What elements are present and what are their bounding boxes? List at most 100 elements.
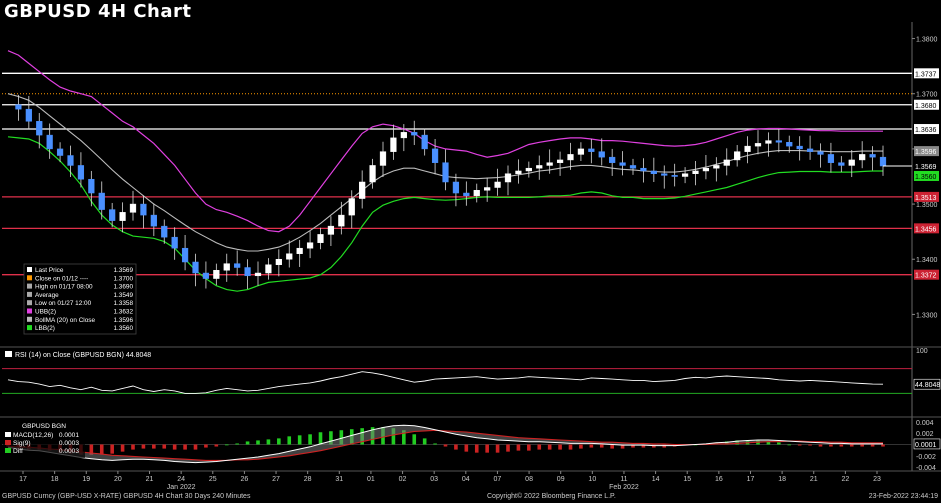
price-tick-label: 1.3500 bbox=[916, 202, 938, 209]
macd-legend-value: 0.0003 bbox=[59, 448, 80, 455]
macd-tick-label: -0.002 bbox=[916, 454, 936, 461]
bollma-axis-label-bg bbox=[914, 146, 939, 157]
ubb-swatch-icon bbox=[27, 308, 32, 314]
x-tick-label: 21 bbox=[810, 476, 818, 483]
candle-body bbox=[775, 140, 782, 143]
candle-body bbox=[286, 253, 293, 260]
candle-body bbox=[36, 121, 43, 136]
level-label: 1.3636 bbox=[915, 127, 937, 134]
rsi-value-label: 44.8048 bbox=[915, 382, 940, 389]
price-tick-label: 1.3800 bbox=[916, 37, 938, 44]
candle-body bbox=[244, 267, 251, 277]
macd-diff-bar bbox=[777, 442, 781, 445]
macd-diff-bar bbox=[589, 444, 594, 448]
macd-diff-bar bbox=[266, 439, 271, 445]
x-tick-label: 07 bbox=[494, 476, 502, 483]
macd-diff-bar bbox=[620, 444, 625, 449]
candle-body bbox=[254, 272, 262, 277]
macd-diff-bar bbox=[485, 444, 489, 453]
macd-diff-bar bbox=[506, 444, 510, 452]
macd-diff-bar bbox=[433, 443, 437, 445]
macd-legend-value: 0.0001 bbox=[59, 432, 80, 439]
candle-body bbox=[619, 162, 626, 166]
candle-body bbox=[598, 151, 605, 158]
legend-label: BollMA (20) on Close bbox=[35, 317, 95, 324]
chart-title: GBPUSD 4H Chart bbox=[4, 1, 192, 22]
footer-source: GBPUSD Curncy (GBP-USD X-RATE) GBPUSD 4H… bbox=[2, 493, 251, 500]
macd-diff-bar bbox=[568, 444, 573, 450]
x-tick-label: 17 bbox=[19, 476, 27, 483]
upper-bollinger-line bbox=[7, 50, 883, 233]
macd-diff-bar bbox=[204, 444, 208, 448]
x-tick-label: 17 bbox=[747, 476, 755, 483]
legend-label: LBB(2) bbox=[35, 325, 55, 332]
candle-body bbox=[827, 154, 835, 163]
candle-body bbox=[400, 132, 407, 139]
macd-legend-swatch-icon bbox=[5, 440, 11, 445]
macd-diff-bar bbox=[579, 444, 583, 449]
candle-body bbox=[327, 225, 335, 235]
macd-line bbox=[7, 424, 883, 464]
macd-diff-bar bbox=[183, 444, 187, 450]
legend-value: 1.3700 bbox=[113, 275, 133, 282]
candle-body bbox=[161, 225, 168, 238]
x-tick-label: 28 bbox=[304, 476, 312, 483]
lbb-axis-label-bg bbox=[914, 170, 939, 181]
candle-body bbox=[369, 165, 376, 183]
chart-canvas: 1.38001.37001.36001.35001.34001.33001.37… bbox=[0, 22, 941, 491]
legend-value: 1.3690 bbox=[113, 284, 133, 291]
legend-label: Average bbox=[35, 292, 59, 299]
macd-tick-label: 0.004 bbox=[916, 420, 934, 427]
macd-diff-bar bbox=[558, 444, 562, 450]
macd-legend-title: GBPUSD BGN bbox=[22, 423, 66, 430]
candle-body bbox=[588, 148, 595, 152]
candle-body bbox=[317, 234, 324, 243]
macd-diff-bar bbox=[787, 444, 792, 446]
x-tick-label: 15 bbox=[683, 476, 691, 483]
macd-diff-bar bbox=[527, 444, 531, 451]
macd-diff-bar bbox=[318, 432, 323, 445]
candle-body bbox=[484, 187, 491, 191]
macd-diff-bar bbox=[818, 444, 823, 447]
macd-diff-bar bbox=[537, 444, 542, 450]
legend-value: 1.3358 bbox=[113, 300, 133, 307]
macd-legend-bg bbox=[3, 421, 85, 458]
candle-body bbox=[213, 270, 220, 279]
candle-body bbox=[806, 148, 814, 152]
macd-diff-bar bbox=[245, 441, 250, 445]
candle-body bbox=[431, 148, 439, 163]
x-tick-label: 27 bbox=[272, 476, 280, 483]
candle-body bbox=[234, 263, 241, 268]
candle-body bbox=[67, 155, 74, 166]
macd-legend-swatch-icon bbox=[5, 448, 11, 453]
candle-body bbox=[494, 181, 501, 188]
legend-value: 1.3560 bbox=[113, 325, 133, 332]
candle-body bbox=[171, 236, 178, 249]
macd-diff-bar bbox=[516, 444, 521, 451]
level-label-bg bbox=[914, 191, 939, 202]
candle-body bbox=[734, 151, 741, 161]
candle-body bbox=[650, 170, 657, 174]
macd-diff-bar bbox=[839, 444, 844, 447]
x-tick-label: 19 bbox=[82, 476, 90, 483]
level-label-bg bbox=[914, 223, 939, 234]
macd-diff-bar bbox=[599, 444, 604, 448]
candle-body bbox=[817, 151, 824, 155]
level-label: 1.3513 bbox=[915, 195, 937, 202]
macd-tick-label: -0.004 bbox=[916, 465, 936, 472]
x-axis: 17 18 19 20 21 24 25 26 27 28 31 01 02 03 04 07 08 09 10 11… bbox=[19, 471, 881, 491]
candle-body bbox=[442, 162, 449, 183]
macd-diff-bar bbox=[308, 434, 312, 445]
x-tick-label: 21 bbox=[146, 476, 154, 483]
average-marker-icon bbox=[27, 291, 32, 297]
macd-diff-bar bbox=[110, 444, 114, 454]
legend-label: High on 01/17 08:00 bbox=[35, 284, 93, 291]
candle-body bbox=[671, 175, 678, 177]
x-tick-label: 02 bbox=[399, 476, 407, 483]
x-tick-label: 04 bbox=[462, 476, 470, 483]
macd-tick-label: 0.002 bbox=[916, 431, 934, 438]
macd-diff-bar bbox=[162, 444, 167, 449]
candle-body bbox=[109, 209, 116, 221]
candle-body bbox=[567, 154, 574, 161]
candle-body bbox=[681, 173, 689, 177]
